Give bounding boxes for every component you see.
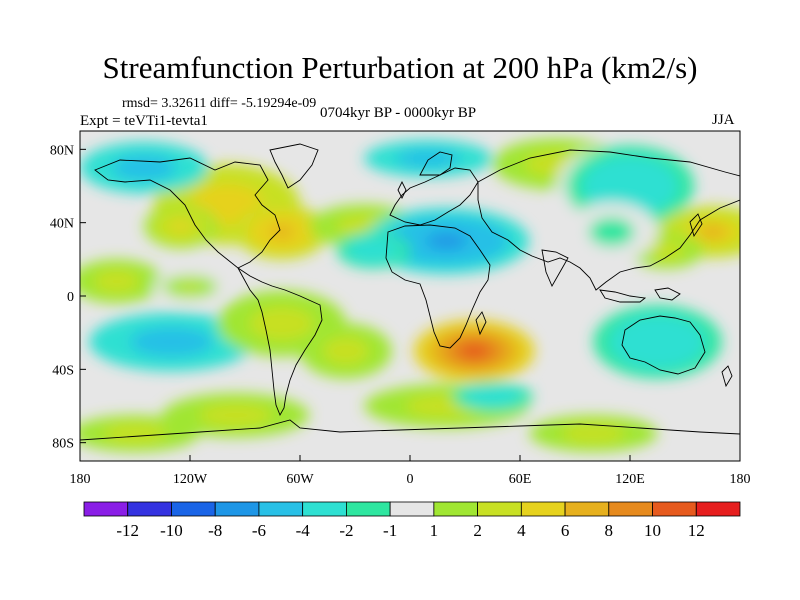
colorbar-label: -10 xyxy=(160,521,183,540)
anomaly-contour xyxy=(217,409,255,421)
anomaly-contour xyxy=(641,332,674,352)
colorbar-swatch xyxy=(477,501,522,517)
x-tick-label: 120E xyxy=(615,472,645,487)
colorbar-swatch xyxy=(345,501,391,517)
colorbar-label: 4 xyxy=(517,521,526,540)
anomaly-contour xyxy=(577,428,610,439)
y-tick-label: 80N xyxy=(50,143,74,158)
colorbar-swatch xyxy=(433,501,479,517)
map-axes: 180 120W 60W 0 60E 120E 180 80N 40N 0 40S 80S xyxy=(50,143,751,487)
stats-subtitle: rmsd= 3.32611 diff= -5.19294e-09 xyxy=(122,96,317,111)
x-tick-label: 60W xyxy=(286,472,314,487)
anomaly-fill-group xyxy=(80,138,740,452)
x-tick-label: 60E xyxy=(509,472,532,487)
colorbar-label: 1 xyxy=(430,521,439,540)
colorbar-swatch xyxy=(564,501,610,517)
y-tick-label: 0 xyxy=(67,290,74,305)
anomaly-contour xyxy=(459,343,490,359)
anomaly-contour xyxy=(265,315,298,332)
y-tick-label: 80S xyxy=(52,437,74,452)
y-tick-label: 40S xyxy=(52,363,74,378)
plot-title: Streamfunction Perturbation at 200 hPa (… xyxy=(102,50,698,85)
anomaly-contour xyxy=(208,194,246,215)
colorbar-label: 6 xyxy=(561,521,570,540)
colorbar-label: 8 xyxy=(605,521,614,540)
colorbar-label: 2 xyxy=(473,521,482,540)
anomaly-contour xyxy=(698,225,727,239)
anomaly-contours xyxy=(80,138,740,452)
map-area xyxy=(80,131,740,461)
colorbar-swatch xyxy=(258,501,304,517)
anomaly-contour xyxy=(171,220,190,232)
x-tick-label: 0 xyxy=(407,472,414,487)
colorbar-swatch xyxy=(214,501,260,517)
colorbar-label: -12 xyxy=(116,521,139,540)
colorbar-label: 10 xyxy=(644,521,661,540)
anomaly-contour xyxy=(105,275,129,287)
anomaly-contour xyxy=(270,224,294,239)
anomaly-contour xyxy=(364,245,383,255)
colorbar-swatch xyxy=(695,501,741,517)
x-tick-label: 180 xyxy=(730,472,751,487)
anomaly-contour xyxy=(657,245,676,255)
anomaly-contour xyxy=(151,334,193,350)
experiment-label: Expt = teVTi1-tevta1 xyxy=(80,113,208,129)
colorbar-swatch xyxy=(520,501,566,517)
colorbar-label: -8 xyxy=(208,521,222,540)
colorbar-label: 12 xyxy=(688,521,705,540)
anomaly-contour xyxy=(334,344,358,358)
anomaly-contour xyxy=(180,283,200,291)
colorbar-swatch xyxy=(83,501,129,517)
colorbar-label: -1 xyxy=(383,521,397,540)
anomaly-contour xyxy=(600,224,624,240)
coastlines xyxy=(80,143,740,441)
colorbar-swatch xyxy=(302,501,347,517)
colorbar-label: -6 xyxy=(252,521,266,540)
x-tick-label: 120W xyxy=(173,472,208,487)
colorbar-label: -4 xyxy=(296,521,311,540)
season-label: JJA xyxy=(712,112,735,128)
colorbar-swatch xyxy=(389,501,435,517)
colorbar-swatch xyxy=(652,501,697,517)
period-label: 0704kyr BP - 0000kyr BP xyxy=(320,105,477,121)
anomaly-contour xyxy=(482,393,503,401)
anomaly-contour xyxy=(412,153,445,164)
colorbar-swatch xyxy=(127,501,172,517)
y-tick-label: 40N xyxy=(50,217,74,232)
colorbar-swatch xyxy=(608,501,653,517)
colorbar: -12 -10 -8 -6 -4 -2 -1 1 2 4 6 8 10 12 xyxy=(83,501,741,540)
colorbar-label: -2 xyxy=(339,521,353,540)
anomaly-contour xyxy=(426,232,468,250)
x-tick-label: 180 xyxy=(70,472,91,487)
anomaly-contour xyxy=(613,175,647,197)
anomaly-contour xyxy=(128,161,161,175)
colorbar-swatch xyxy=(171,501,216,517)
